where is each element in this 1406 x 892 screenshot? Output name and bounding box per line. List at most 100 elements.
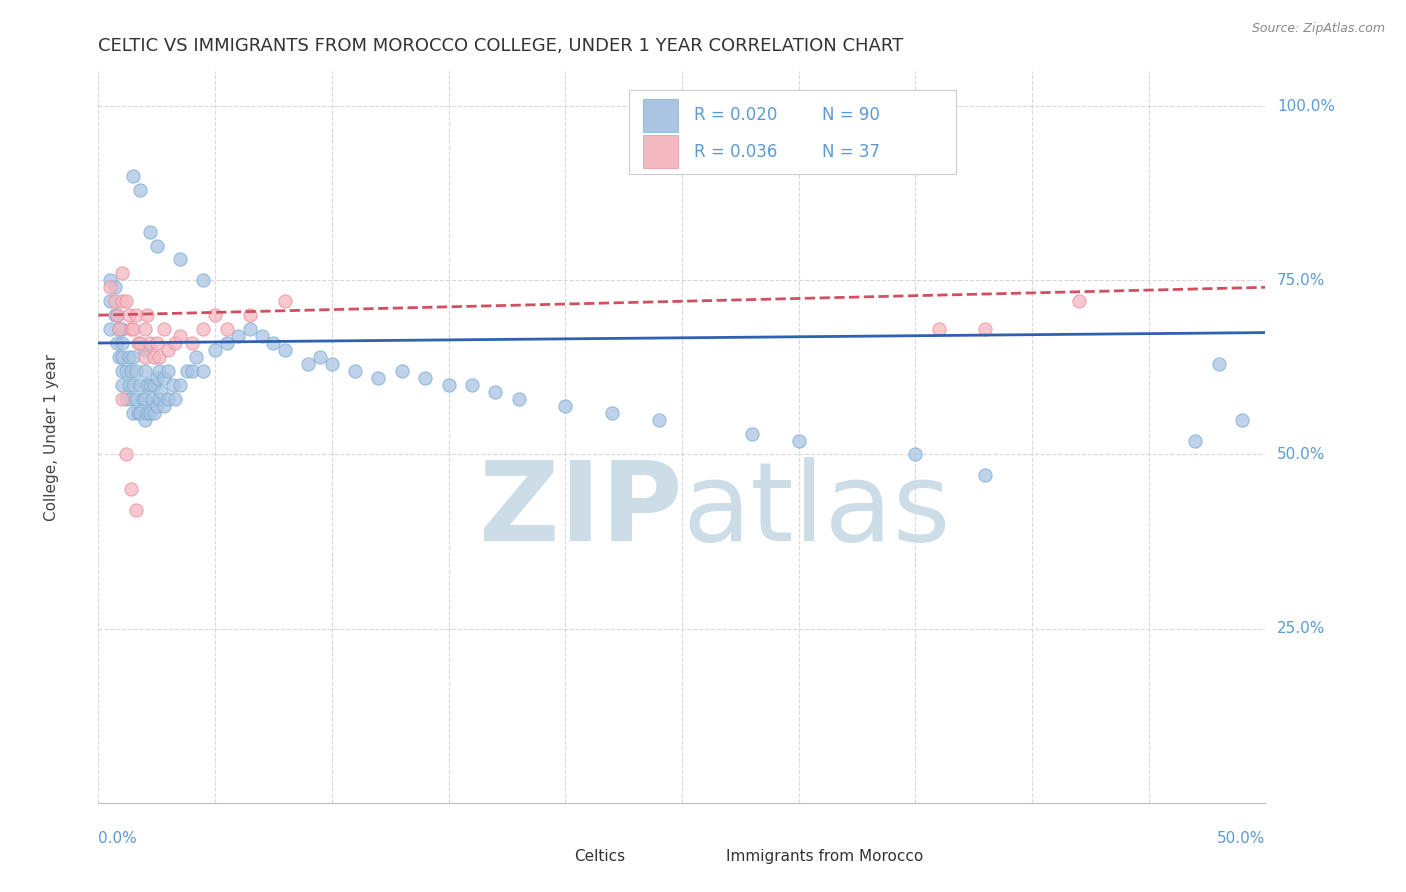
Point	[215, 336, 238, 351]
Text: atlas: atlas	[682, 457, 950, 564]
Point	[134, 343, 156, 357]
Point	[111, 392, 134, 406]
Point	[136, 406, 159, 420]
Point	[262, 336, 284, 351]
Point	[115, 448, 138, 462]
Text: R = 0.020: R = 0.020	[693, 106, 778, 124]
Point	[148, 392, 170, 406]
Point	[146, 399, 169, 413]
Point	[274, 294, 297, 309]
Point	[193, 273, 215, 287]
Point	[143, 406, 166, 420]
Point	[111, 322, 134, 336]
Point	[125, 392, 148, 406]
Point	[150, 384, 173, 399]
Point	[1184, 434, 1206, 448]
Point	[98, 273, 121, 287]
Point	[162, 377, 184, 392]
Point	[297, 357, 319, 371]
Text: Immigrants from Morocco: Immigrants from Morocco	[727, 848, 924, 863]
Point	[1208, 357, 1230, 371]
Point	[193, 322, 215, 336]
Point	[508, 392, 530, 406]
Point	[741, 426, 763, 441]
Point	[139, 336, 162, 351]
Point	[215, 322, 238, 336]
Point	[122, 377, 145, 392]
Point	[169, 377, 191, 392]
Point	[554, 399, 576, 413]
Point	[111, 377, 134, 392]
Text: College, Under 1 year: College, Under 1 year	[44, 353, 59, 521]
Point	[169, 252, 191, 267]
Point	[176, 364, 198, 378]
Point	[193, 364, 215, 378]
Point	[136, 308, 159, 322]
FancyBboxPatch shape	[630, 90, 956, 174]
Point	[250, 329, 273, 343]
Point	[647, 412, 669, 426]
Point	[120, 483, 142, 497]
Point	[98, 294, 121, 309]
Point	[125, 308, 148, 322]
Point	[146, 371, 169, 385]
Text: 25.0%: 25.0%	[1277, 621, 1326, 636]
Point	[148, 364, 170, 378]
Point	[152, 399, 174, 413]
Point	[157, 343, 180, 357]
Point	[186, 350, 208, 364]
Point	[134, 412, 156, 426]
Point	[108, 322, 131, 336]
Point	[157, 364, 180, 378]
Point	[204, 308, 226, 322]
Point	[115, 392, 138, 406]
Text: 75.0%: 75.0%	[1277, 273, 1326, 288]
Point	[152, 371, 174, 385]
Point	[180, 364, 202, 378]
Point	[165, 336, 187, 351]
Point	[139, 406, 162, 420]
Text: 0.0%: 0.0%	[98, 830, 138, 846]
Point	[928, 322, 950, 336]
Point	[321, 357, 343, 371]
Point	[169, 329, 191, 343]
Point	[105, 308, 128, 322]
Point	[125, 364, 148, 378]
Point	[141, 392, 163, 406]
Point	[125, 503, 148, 517]
Text: Source: ZipAtlas.com: Source: ZipAtlas.com	[1251, 22, 1385, 36]
Point	[118, 377, 141, 392]
Point	[413, 371, 436, 385]
Point	[134, 364, 156, 378]
Point	[115, 294, 138, 309]
Point	[391, 364, 413, 378]
Point	[139, 225, 162, 239]
Point	[129, 183, 152, 197]
Point	[239, 308, 262, 322]
Point	[111, 294, 134, 309]
Point	[143, 350, 166, 364]
Point	[136, 377, 159, 392]
Point	[157, 392, 180, 406]
Point	[98, 280, 121, 294]
Point	[118, 308, 141, 322]
Point	[974, 468, 997, 483]
Point	[129, 377, 152, 392]
Point	[122, 350, 145, 364]
Point	[437, 377, 460, 392]
Point	[1067, 294, 1090, 309]
Point	[139, 377, 162, 392]
Point	[104, 294, 127, 309]
Point	[132, 392, 155, 406]
FancyBboxPatch shape	[682, 841, 714, 871]
Point	[120, 392, 142, 406]
Point	[122, 406, 145, 420]
Text: 50.0%: 50.0%	[1277, 447, 1326, 462]
FancyBboxPatch shape	[644, 136, 679, 169]
Text: CELTIC VS IMMIGRANTS FROM MOROCCO COLLEGE, UNDER 1 YEAR CORRELATION CHART: CELTIC VS IMMIGRANTS FROM MOROCCO COLLEG…	[98, 37, 904, 54]
Point	[204, 343, 226, 357]
Point	[974, 322, 997, 336]
Text: ZIP: ZIP	[478, 457, 682, 564]
FancyBboxPatch shape	[644, 99, 679, 132]
Point	[600, 406, 623, 420]
